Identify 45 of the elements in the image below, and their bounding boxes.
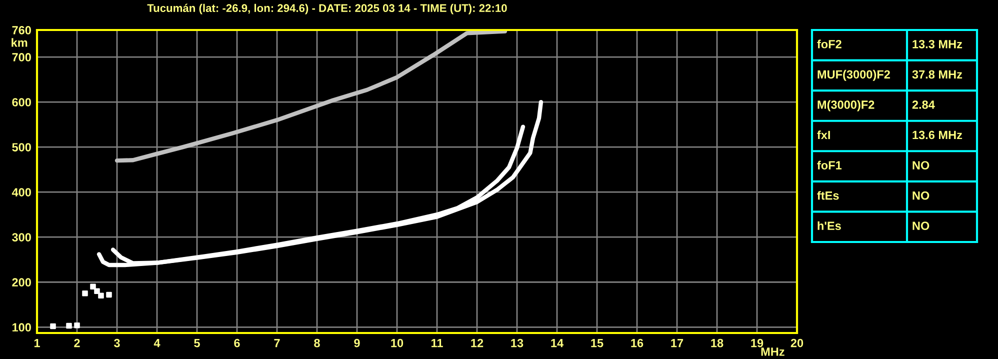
x-tick-label: 14 bbox=[551, 338, 564, 348]
text: NO bbox=[912, 222, 930, 230]
text: NO bbox=[912, 191, 930, 200]
text: 13.3 MHz bbox=[912, 40, 962, 48]
category-label: fxI bbox=[817, 130, 830, 140]
x-tick-label: 15 bbox=[591, 338, 604, 348]
x-tick-label: 17 bbox=[671, 338, 684, 348]
text: 37.8 MHz bbox=[912, 70, 962, 79]
category-label: MUF(3000)F2 bbox=[818, 70, 890, 81]
x-tick-label: 1 bbox=[34, 338, 40, 348]
x-axis-title: MHz bbox=[761, 348, 784, 356]
x-tick-label: 18 bbox=[711, 338, 724, 348]
y-tick-label: 700 bbox=[12, 53, 31, 62]
y-tick-label: 300 bbox=[12, 233, 31, 242]
x-tick-label: 13 bbox=[511, 338, 524, 348]
y-tick-label: 400 bbox=[12, 188, 31, 196]
x-tick-label: 6 bbox=[234, 338, 240, 348]
y-tick-label: 200 bbox=[12, 278, 31, 287]
text: 13.6 MHz bbox=[912, 130, 962, 140]
x-tick-label: 16 bbox=[631, 338, 644, 348]
x-tick-label: 9 bbox=[354, 338, 360, 348]
category-label: M(3000)F2 bbox=[818, 100, 874, 112]
category-label: foF2 bbox=[817, 40, 842, 48]
y-tick-label: 760 bbox=[12, 26, 31, 34]
category-label: ftEs bbox=[817, 191, 839, 200]
category-label: foF1 bbox=[817, 160, 842, 170]
category-label: h'Es bbox=[818, 221, 841, 230]
y-tick-label: 100 bbox=[12, 323, 31, 332]
y-tick-label: 500 bbox=[12, 143, 31, 152]
x-tick-label: 11 bbox=[432, 338, 443, 348]
x-tick-label: 20 bbox=[790, 338, 804, 348]
x-tick-label: 4 bbox=[154, 338, 160, 348]
x-tick-label: 2 bbox=[74, 338, 80, 348]
x-tick-label: 3 bbox=[114, 338, 120, 348]
x-tick-label: 19 bbox=[751, 338, 764, 348]
chart-title: Tucumán (lat: -26.9, lon: 294.6) - DATE: 2025 03 14 - TIME (UT): 22:10 bbox=[147, 4, 507, 14]
text: 2.84 bbox=[912, 100, 935, 109]
x-tick-label: 8 bbox=[314, 338, 320, 348]
x-tick-label: 10 bbox=[391, 338, 404, 348]
x-tick-label: 12 bbox=[471, 338, 484, 348]
text: NO bbox=[912, 161, 930, 170]
x-tick-label: 5 bbox=[194, 338, 200, 348]
y-axis-title: km bbox=[12, 38, 28, 47]
y-tick-label: 600 bbox=[12, 98, 31, 106]
x-tick-label: 7 bbox=[274, 338, 280, 348]
